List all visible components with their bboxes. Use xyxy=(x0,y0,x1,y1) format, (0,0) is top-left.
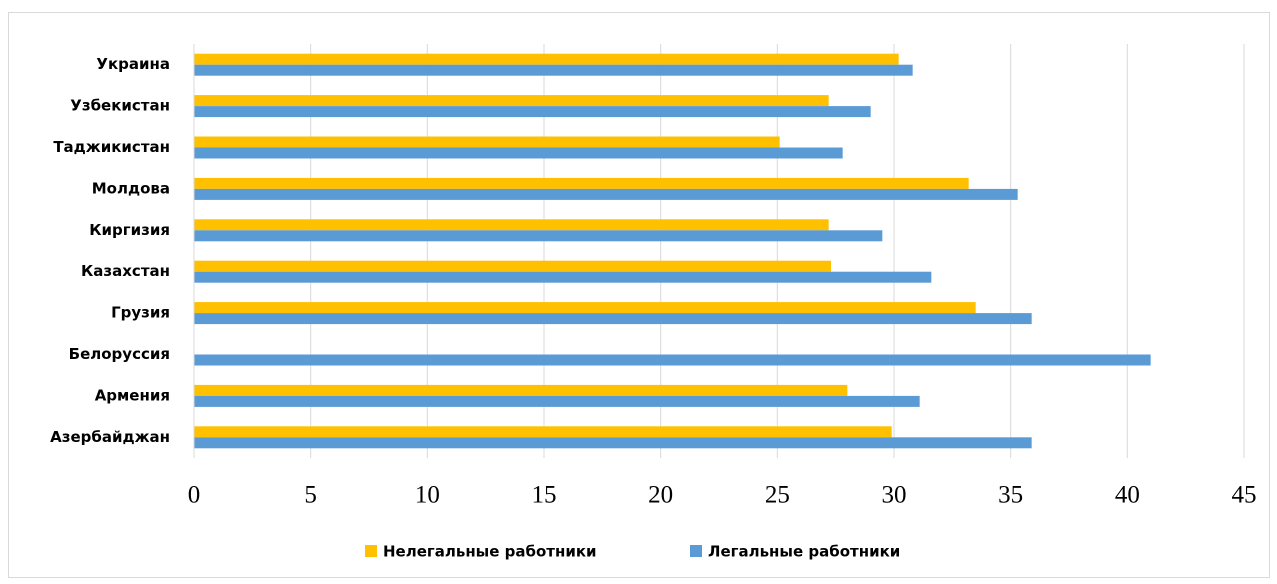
bar xyxy=(194,354,1151,366)
legend-label: Нелегальные работники xyxy=(383,543,597,561)
bar xyxy=(194,260,831,272)
y-tick-label: Украина xyxy=(96,55,170,73)
bar xyxy=(194,271,932,283)
legend-swatch xyxy=(690,545,702,557)
legend-swatch xyxy=(365,545,377,557)
y-tick-label: Таджикистан xyxy=(53,138,170,156)
bar xyxy=(194,95,829,107)
bar xyxy=(194,302,976,314)
bar xyxy=(194,64,913,76)
x-tick-label: 5 xyxy=(304,482,317,509)
bar xyxy=(194,136,780,148)
x-tick-label: 20 xyxy=(648,482,673,509)
bar xyxy=(194,219,829,231)
bar xyxy=(194,437,1032,449)
y-tick-label: Узбекистан xyxy=(70,97,170,115)
bar xyxy=(194,177,969,189)
x-tick-label: 45 xyxy=(1232,482,1257,509)
x-tick-label: 30 xyxy=(882,482,907,509)
y-tick-label: Азербайджан xyxy=(50,428,170,446)
y-tick-label: Армения xyxy=(95,386,170,404)
bar xyxy=(194,53,899,65)
y-tick-label: Белоруссия xyxy=(69,345,170,363)
bar xyxy=(194,230,883,242)
bar xyxy=(194,426,892,438)
bar xyxy=(194,106,871,118)
x-tick-label: 40 xyxy=(1115,482,1140,509)
bar xyxy=(194,188,1018,200)
bar xyxy=(194,147,843,159)
x-tick-label: 35 xyxy=(998,482,1023,509)
x-tick-label: 0 xyxy=(188,482,201,509)
bar xyxy=(194,313,1032,325)
legend-label: Легальные работники xyxy=(708,543,900,561)
x-tick-label: 15 xyxy=(532,482,557,509)
y-tick-label: Киргизия xyxy=(89,221,170,239)
y-tick-label: Молдова xyxy=(92,179,170,197)
x-tick-label: 25 xyxy=(765,482,790,509)
y-tick-label: Грузия xyxy=(111,304,170,322)
bar xyxy=(194,395,920,407)
x-tick-label: 10 xyxy=(415,482,440,509)
y-tick-label: Казахстан xyxy=(81,262,170,280)
bar xyxy=(194,384,848,396)
